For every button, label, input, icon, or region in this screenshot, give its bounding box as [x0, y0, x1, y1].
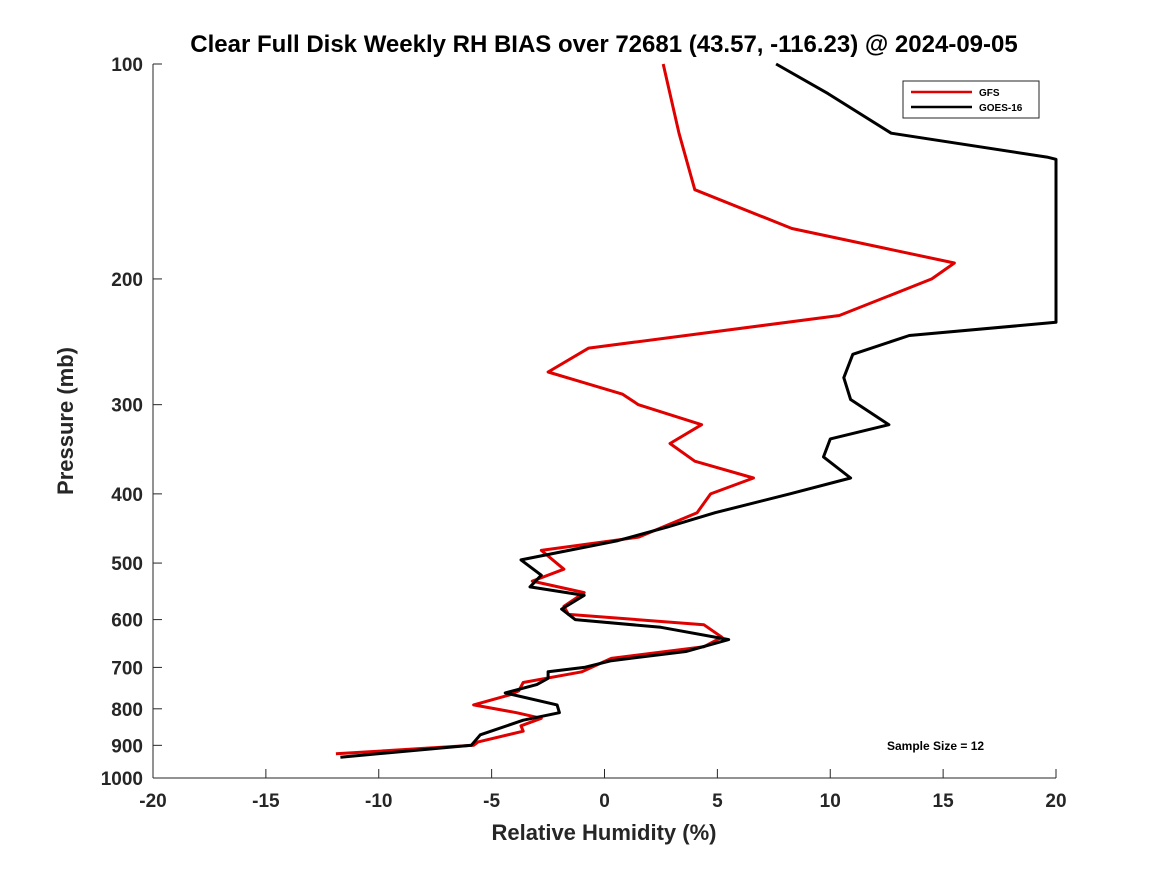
y-ticks: 100 200 300 400 500 600 700 800 900 1000 [101, 55, 162, 790]
y-tick-label: 500 [111, 554, 143, 575]
series-line-gfs [335, 63, 956, 756]
x-tick-label: 20 [1045, 791, 1066, 812]
sample-size-annotation: Sample Size = 12 [887, 739, 984, 753]
series-layer [335, 62, 1058, 759]
x-tick-label: 0 [599, 791, 610, 812]
y-tick-label: 100 [111, 55, 143, 76]
x-tick-label: 15 [933, 791, 955, 812]
y-tick-label: 200 [111, 270, 143, 291]
y-tick-label: 600 [111, 611, 143, 632]
x-tick-label: -20 [139, 791, 166, 812]
y-tick-label: 1000 [101, 769, 143, 790]
legend-box [902, 80, 1040, 119]
x-axis-label: Relative Humidity (%) [492, 820, 717, 845]
x-tick-label: 5 [712, 791, 723, 812]
x-tick-label: -10 [365, 791, 392, 812]
y-tick-label: 800 [111, 700, 143, 721]
legend: GFS GOES-16 [902, 80, 1040, 119]
plot-frame [153, 64, 1056, 778]
x-tick-label: -15 [252, 791, 280, 812]
legend-label-gfs: GFS [979, 88, 1000, 99]
legend-label-goes16: GOES-16 [979, 103, 1023, 114]
y-tick-label: 400 [111, 485, 143, 506]
chart-title: Clear Full Disk Weekly RH BIAS over 7268… [190, 31, 1017, 58]
y-tick-label: 300 [111, 396, 143, 417]
x-ticks: -20 -15 -10 -5 0 5 10 15 20 [139, 769, 1067, 812]
x-tick-label: -5 [483, 791, 500, 812]
y-tick-label: 700 [111, 658, 143, 679]
x-tick-label: 10 [820, 791, 841, 812]
series-line-goes16 [340, 62, 1058, 759]
y-axis-label: Pressure (mb) [53, 347, 78, 495]
y-tick-label: 900 [111, 736, 143, 757]
